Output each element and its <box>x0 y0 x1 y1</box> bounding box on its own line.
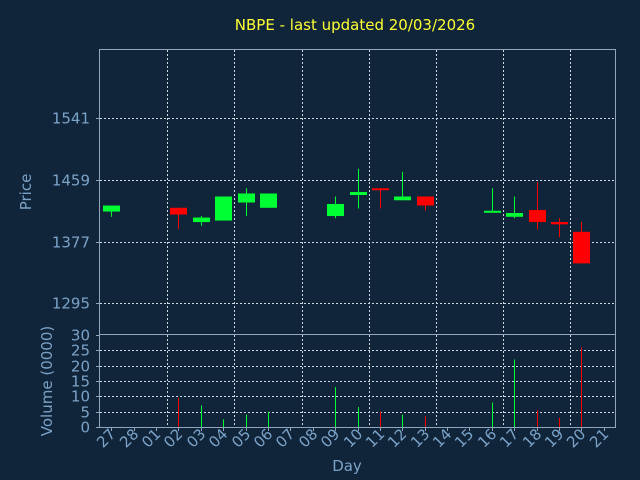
volume-bar <box>246 414 247 427</box>
volume-bar <box>581 347 582 427</box>
volume-tick-label: 30 <box>71 327 90 345</box>
candle-body <box>573 231 590 264</box>
price-tick-label: 1459 <box>52 172 90 190</box>
price-tick-label: 1377 <box>52 234 90 252</box>
volume-bar <box>268 411 269 427</box>
candle-body <box>484 210 501 213</box>
price-candles <box>103 168 590 264</box>
volume-tick-label: 0 <box>80 419 90 437</box>
volume-bar <box>492 402 493 427</box>
x-tick-label: 21 <box>586 425 612 451</box>
candle-body <box>417 196 434 206</box>
candle-body <box>170 207 187 215</box>
volume-bar <box>335 387 336 427</box>
volume-bar <box>223 419 224 427</box>
price-grid <box>100 50 615 334</box>
volume-bar <box>380 411 381 427</box>
volume-frame <box>99 334 616 428</box>
candle-body <box>372 188 389 191</box>
volume-tick-label: 20 <box>71 358 90 376</box>
price-tick-label: 1541 <box>52 110 90 128</box>
volume-tick-label: 15 <box>71 373 90 391</box>
candle-body <box>551 222 568 225</box>
volume-bar <box>514 359 515 427</box>
volume-tick-label: 5 <box>80 404 90 422</box>
candle-body <box>103 205 120 212</box>
candle-body <box>327 204 344 217</box>
volume-bar <box>425 416 426 427</box>
candle-body <box>529 210 546 223</box>
price-panel: 1295 1377 1459 1541 Price <box>17 49 616 335</box>
volume-grid <box>100 335 615 427</box>
volume-bar <box>201 405 202 427</box>
volume-bar <box>559 417 560 427</box>
volume-bar <box>402 414 403 427</box>
volume-bar <box>537 410 538 427</box>
price-tick-label: 1295 <box>52 295 90 313</box>
candle-body <box>238 193 255 203</box>
candle-body <box>394 196 411 201</box>
volume-tick-label: 25 <box>71 342 90 360</box>
volume-bars <box>178 347 582 427</box>
price-axis-label: Price <box>17 174 35 211</box>
volume-axis-label: Volume (0000) <box>38 326 56 436</box>
volume-tick-label: 10 <box>71 388 90 406</box>
candle-body <box>506 213 523 217</box>
candle-body <box>193 217 210 223</box>
candle-body <box>215 196 232 221</box>
x-axis-label: Day <box>332 457 362 475</box>
volume-bar <box>178 397 179 427</box>
candle-body <box>260 193 277 208</box>
chart-title: NBPE - last updated 20/03/2026 <box>235 16 475 34</box>
candle-body <box>350 192 367 196</box>
x-axis-ticks: 2728010203040506070809101112131415161718… <box>93 425 612 451</box>
price-y-ticks: 1295 1377 1459 1541 <box>52 110 100 313</box>
volume-bar <box>358 407 359 427</box>
